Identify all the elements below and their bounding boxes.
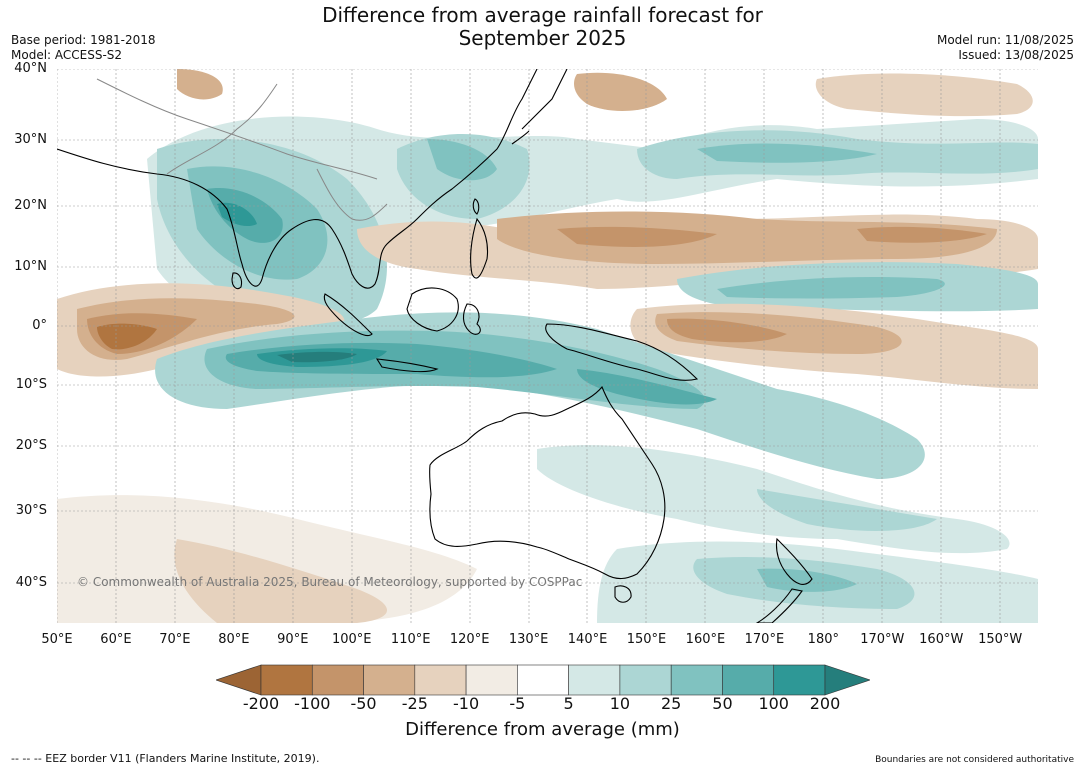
lon-label: 120°E [449, 632, 490, 647]
colorbar-segment [311, 664, 364, 696]
new-zealand-coast [755, 537, 813, 623]
lon-label: 150°W [978, 632, 1023, 647]
coastlines [57, 69, 813, 623]
borneo-coast [406, 287, 459, 332]
title-line-1: Difference from average rainfall forecas… [322, 3, 763, 27]
meta-left: Base period: 1981-2018 Model: ACCESS-S2 [11, 33, 156, 63]
japan-coast [511, 69, 568, 145]
colorbar-segment [465, 664, 518, 696]
colorbar-segment [363, 664, 416, 696]
lat-label: 20°N [14, 198, 47, 213]
lat-label: 40°S [15, 575, 47, 590]
lon-label: 50°E [41, 632, 73, 647]
lon-label: 60°E [100, 632, 132, 647]
colorbar-tick-label: 200 [809, 694, 841, 713]
lat-label: 10°S [15, 377, 47, 392]
lat-label: 20°S [15, 438, 47, 453]
lon-label: 90°E [277, 632, 309, 647]
philippines-coast [470, 217, 489, 279]
sri-lanka-coast [231, 272, 243, 290]
colorbar-tick-label: 25 [660, 694, 682, 713]
lon-label: 70°E [159, 632, 191, 647]
model-name: Model: ACCESS-S2 [11, 48, 123, 62]
java-coast [375, 358, 439, 373]
lon-label: 160°E [685, 632, 726, 647]
new-guinea-coast [545, 323, 699, 381]
colorbar-tick-label: -100 [294, 694, 331, 713]
model-run: Model run: 11/08/2025 [936, 33, 1074, 47]
base-period: Base period: 1981-2018 [11, 33, 156, 47]
colorbar-segment [670, 664, 723, 696]
colorbar-segment [619, 664, 672, 696]
lat-label: 40°N [14, 61, 47, 76]
colorbar-min-extend [216, 664, 262, 696]
colorbar-label: Difference from average (mm) [405, 719, 680, 740]
map-title: Difference from average rainfall forecas… [0, 4, 1085, 50]
colorbar-segment [568, 664, 621, 696]
colorbar-segment [517, 664, 569, 696]
australia-coast [429, 385, 666, 580]
boundaries-disclaimer: Boundaries are not considered authoritat… [875, 755, 1074, 765]
sulawesi-coast [462, 303, 481, 335]
graticule [57, 69, 1038, 623]
asia-coast [57, 69, 538, 289]
lon-label: 130°E [508, 632, 549, 647]
colorbar-segment [260, 664, 313, 696]
colorbar-tick-label: 10 [609, 694, 631, 713]
lon-label: 150°E [626, 632, 667, 647]
issued-date: Issued: 13/08/2025 [958, 48, 1074, 62]
sumatra-coast [323, 293, 373, 337]
colorbar-segment [773, 664, 826, 696]
lon-label: 170°W [860, 632, 905, 647]
taiwan-coast [472, 198, 480, 215]
colorbar-tick-label: -200 [242, 694, 280, 713]
colorbar-max-extend [824, 664, 870, 696]
colorbar-tick-label: 100 [758, 694, 789, 713]
colorbar-tick-label: -10 [453, 694, 480, 713]
colorbar-tick-label: -5 [509, 694, 526, 713]
eez-footnote: -- -- -- EEZ border V11 (Flanders Marine… [11, 752, 320, 765]
lat-label: 10°N [14, 259, 47, 274]
lat-label: 30°N [14, 132, 47, 147]
title-line-2: September 2025 [458, 26, 627, 50]
lon-label: 100°E [331, 632, 372, 647]
lon-label: 170°E [744, 632, 785, 647]
tasmania-coast [614, 585, 632, 603]
lon-label: 110°E [390, 632, 431, 647]
colorbar-tick-label: -25 [401, 694, 428, 713]
copyright-notice: © Commonwealth of Australia 2025, Bureau… [77, 575, 583, 589]
colorbar-tick-label: 50 [712, 694, 733, 713]
country-borders [96, 78, 388, 221]
rainfall-map [57, 69, 1038, 623]
colorbar-segment [414, 664, 467, 696]
colorbar-tick-label: -50 [350, 694, 377, 713]
meta-right: Model run: 11/08/2025 Issued: 13/08/2025 [937, 33, 1074, 63]
anomaly-layer [57, 69, 1038, 623]
lon-label: 160°W [919, 632, 964, 647]
colorbar [216, 664, 870, 696]
colorbar-segment [722, 664, 775, 696]
lon-label: 140°E [567, 632, 608, 647]
lat-label: 30°S [15, 503, 47, 518]
lon-label: 180° [807, 632, 839, 647]
colorbar-tick-label: 5 [563, 694, 574, 713]
lat-label: 0° [32, 318, 47, 333]
lon-label: 80°E [218, 632, 250, 647]
